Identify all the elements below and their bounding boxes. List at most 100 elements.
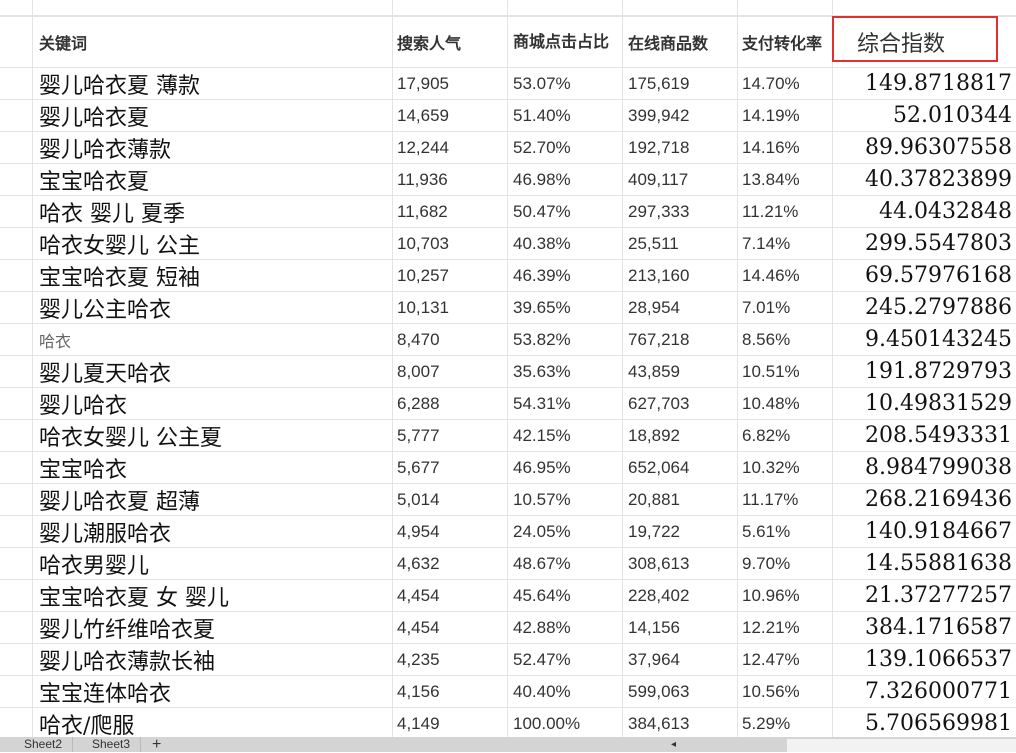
click-rate-cell[interactable]: 24.05% bbox=[508, 516, 623, 547]
online-count-cell[interactable]: 20,881 bbox=[623, 484, 738, 515]
keyword-cell[interactable]: 婴儿哈衣夏 薄款 bbox=[33, 68, 393, 99]
conversion-cell[interactable]: 6.82% bbox=[738, 420, 833, 451]
keyword-cell[interactable]: 婴儿哈衣薄款长袖 bbox=[33, 644, 393, 675]
header-click[interactable]: 商城点击占比 bbox=[508, 17, 623, 67]
conversion-cell[interactable]: 10.51% bbox=[738, 356, 833, 387]
search-cell[interactable]: 14,659 bbox=[393, 100, 508, 131]
index-cell[interactable]: 89.96307558 bbox=[865, 135, 1012, 160]
click-rate-cell[interactable]: 54.31% bbox=[508, 388, 623, 419]
click-rate-cell[interactable]: 50.47% bbox=[508, 196, 623, 227]
index-cell[interactable]: 140.9184667 bbox=[865, 519, 1012, 544]
search-cell[interactable]: 4,454 bbox=[393, 580, 508, 611]
keyword-cell[interactable]: 婴儿哈衣 bbox=[33, 388, 393, 419]
index-cell[interactable]: 7.326000771 bbox=[865, 679, 1012, 704]
keyword-cell[interactable]: 哈衣 婴儿 夏季 bbox=[33, 196, 393, 227]
search-cell[interactable]: 10,257 bbox=[393, 260, 508, 291]
header-online[interactable]: 在线商品数 bbox=[623, 17, 738, 67]
index-cell[interactable]: 208.5493331 bbox=[865, 423, 1012, 448]
online-count-cell[interactable]: 19,722 bbox=[623, 516, 738, 547]
search-cell[interactable]: 11,936 bbox=[393, 164, 508, 195]
conversion-cell[interactable]: 14.46% bbox=[738, 260, 833, 291]
search-cell[interactable]: 11,682 bbox=[393, 196, 508, 227]
add-sheet-button[interactable]: + bbox=[152, 736, 162, 753]
click-rate-cell[interactable]: 53.07% bbox=[508, 68, 623, 99]
search-cell[interactable]: 5,014 bbox=[393, 484, 508, 515]
keyword-cell[interactable]: 哈衣女婴儿 公主 bbox=[33, 228, 393, 259]
keyword-cell[interactable]: 婴儿哈衣夏 bbox=[33, 100, 393, 131]
index-cell[interactable]: 44.0432848 bbox=[879, 199, 1012, 224]
index-cell[interactable]: 52.010344 bbox=[893, 103, 1012, 128]
online-count-cell[interactable]: 384,613 bbox=[623, 708, 738, 737]
search-cell[interactable]: 4,156 bbox=[393, 676, 508, 707]
index-cell[interactable]: 9.450143245 bbox=[865, 327, 1012, 352]
keyword-cell[interactable]: 宝宝连体哈衣 bbox=[33, 676, 393, 707]
index-cell[interactable]: 40.37823899 bbox=[865, 167, 1012, 192]
keyword-cell[interactable]: 哈衣女婴儿 公主夏 bbox=[33, 420, 393, 451]
click-rate-cell[interactable]: 10.57% bbox=[508, 484, 623, 515]
click-rate-cell[interactable]: 45.64% bbox=[508, 580, 623, 611]
index-cell[interactable]: 21.37277257 bbox=[865, 583, 1012, 608]
conversion-cell[interactable]: 10.32% bbox=[738, 452, 833, 483]
index-cell[interactable]: 299.5547803 bbox=[865, 231, 1012, 256]
online-count-cell[interactable]: 175,619 bbox=[623, 68, 738, 99]
keyword-cell[interactable]: 婴儿潮服哈衣 bbox=[33, 516, 393, 547]
scroll-left-icon[interactable]: ◂ bbox=[671, 739, 677, 750]
search-cell[interactable]: 4,954 bbox=[393, 516, 508, 547]
click-rate-cell[interactable]: 40.40% bbox=[508, 676, 623, 707]
online-count-cell[interactable]: 767,218 bbox=[623, 324, 738, 355]
sheet-tab-sheet3[interactable]: Sheet3 bbox=[82, 737, 142, 752]
keyword-cell[interactable]: 宝宝哈衣夏 bbox=[33, 164, 393, 195]
online-count-cell[interactable]: 43,859 bbox=[623, 356, 738, 387]
conversion-cell[interactable]: 14.70% bbox=[738, 68, 833, 99]
online-count-cell[interactable]: 599,063 bbox=[623, 676, 738, 707]
conversion-cell[interactable]: 11.17% bbox=[738, 484, 833, 515]
index-cell[interactable]: 8.984799038 bbox=[865, 455, 1012, 480]
conversion-cell[interactable]: 5.61% bbox=[738, 516, 833, 547]
search-cell[interactable]: 10,131 bbox=[393, 292, 508, 323]
search-cell[interactable]: 6,288 bbox=[393, 388, 508, 419]
click-rate-cell[interactable]: 35.63% bbox=[508, 356, 623, 387]
search-cell[interactable]: 5,777 bbox=[393, 420, 508, 451]
search-cell[interactable]: 17,905 bbox=[393, 68, 508, 99]
keyword-cell[interactable]: 婴儿竹纤维哈衣夏 bbox=[33, 612, 393, 643]
keyword-cell[interactable]: 婴儿哈衣薄款 bbox=[33, 132, 393, 163]
search-cell[interactable]: 5,677 bbox=[393, 452, 508, 483]
keyword-cell[interactable]: 哈衣 bbox=[33, 324, 393, 355]
online-count-cell[interactable]: 14,156 bbox=[623, 612, 738, 643]
click-rate-cell[interactable]: 46.39% bbox=[508, 260, 623, 291]
conversion-cell[interactable]: 12.21% bbox=[738, 612, 833, 643]
online-count-cell[interactable]: 37,964 bbox=[623, 644, 738, 675]
online-count-cell[interactable]: 409,117 bbox=[623, 164, 738, 195]
online-count-cell[interactable]: 308,613 bbox=[623, 548, 738, 579]
click-rate-cell[interactable]: 51.40% bbox=[508, 100, 623, 131]
search-cell[interactable]: 4,235 bbox=[393, 644, 508, 675]
online-count-cell[interactable]: 18,892 bbox=[623, 420, 738, 451]
index-cell[interactable]: 139.1066537 bbox=[865, 647, 1012, 672]
search-cell[interactable]: 12,244 bbox=[393, 132, 508, 163]
keyword-cell[interactable]: 宝宝哈衣 bbox=[33, 452, 393, 483]
click-rate-cell[interactable]: 48.67% bbox=[508, 548, 623, 579]
keyword-cell[interactable]: 宝宝哈衣夏 短袖 bbox=[33, 260, 393, 291]
online-count-cell[interactable]: 627,703 bbox=[623, 388, 738, 419]
online-count-cell[interactable]: 28,954 bbox=[623, 292, 738, 323]
search-cell[interactable]: 10,703 bbox=[393, 228, 508, 259]
click-rate-cell[interactable]: 52.47% bbox=[508, 644, 623, 675]
conversion-cell[interactable]: 11.21% bbox=[738, 196, 833, 227]
online-count-cell[interactable]: 213,160 bbox=[623, 260, 738, 291]
keyword-cell[interactable]: 婴儿公主哈衣 bbox=[33, 292, 393, 323]
conversion-cell[interactable]: 7.14% bbox=[738, 228, 833, 259]
click-rate-cell[interactable]: 42.15% bbox=[508, 420, 623, 451]
click-rate-cell[interactable]: 40.38% bbox=[508, 228, 623, 259]
online-count-cell[interactable]: 297,333 bbox=[623, 196, 738, 227]
search-cell[interactable]: 4,149 bbox=[393, 708, 508, 737]
click-rate-cell[interactable]: 46.98% bbox=[508, 164, 623, 195]
conversion-cell[interactable]: 8.56% bbox=[738, 324, 833, 355]
index-cell[interactable]: 268.2169436 bbox=[865, 487, 1012, 512]
keyword-cell[interactable]: 哈衣/爬服 bbox=[33, 708, 393, 737]
index-cell[interactable]: 10.49831529 bbox=[865, 391, 1012, 416]
index-cell[interactable]: 149.8718817 bbox=[865, 71, 1012, 96]
search-cell[interactable]: 4,454 bbox=[393, 612, 508, 643]
online-count-cell[interactable]: 192,718 bbox=[623, 132, 738, 163]
index-cell[interactable]: 191.8729793 bbox=[865, 359, 1012, 384]
conversion-cell[interactable]: 10.96% bbox=[738, 580, 833, 611]
